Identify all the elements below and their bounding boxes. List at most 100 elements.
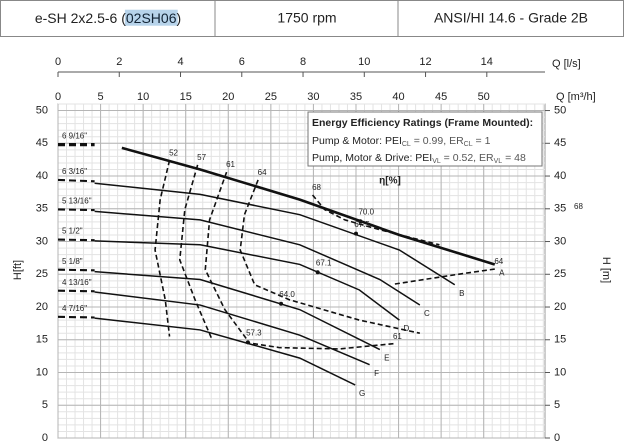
energy-text: = 1	[473, 135, 491, 147]
diameter-label: 5 1/8"	[62, 257, 83, 266]
y-tick-label: 45	[36, 137, 48, 149]
bep-label: 70.0	[358, 207, 374, 216]
bep-point	[358, 219, 363, 224]
shutoff-curve	[57, 178, 95, 183]
bep-point	[315, 270, 320, 275]
head-curve	[94, 240, 400, 321]
x-tick-label: 35	[350, 91, 362, 103]
head-curve	[94, 291, 370, 366]
x-tick-label: 10	[137, 91, 149, 103]
x-tick-label: 5	[98, 91, 104, 103]
efficiency-label: 68	[312, 183, 321, 192]
energy-text: Pump & Motor: PEI	[312, 135, 402, 147]
efficiency-label: 64	[494, 257, 503, 266]
bep-point	[353, 231, 358, 236]
y-tick-label: 30	[36, 235, 48, 247]
energy-box	[307, 111, 543, 167]
diameter-label: 6 9/16"	[62, 132, 87, 141]
efficiency-label: 61	[226, 160, 235, 169]
y2-tick-label: 45	[554, 137, 566, 149]
y-tick-label: 50	[36, 104, 48, 116]
diameter-label: 4 7/16"	[62, 304, 87, 313]
x2-tick-label: 2	[116, 56, 122, 68]
bep-label: 64.0	[279, 290, 295, 299]
efficiency-contour	[394, 268, 495, 285]
curve-letter: B	[459, 289, 464, 298]
y-tick-label: 25	[36, 268, 48, 280]
energy-line: Pump, Motor & Drive: PEIVL = 0.52, ERVL …	[312, 152, 526, 165]
diameter-label: 5 13/16"	[62, 197, 92, 206]
efficiency-contour	[154, 160, 171, 337]
y-tick-label: 35	[36, 203, 48, 215]
y2-tick-label: 35	[554, 203, 566, 215]
shutoff-curve	[57, 289, 95, 293]
bep-point	[245, 340, 250, 345]
x-tick-label: 30	[307, 91, 319, 103]
header-standard: ANSI/HI 14.6 - Grade 2B	[434, 10, 588, 26]
y-tick-label: 0	[42, 432, 48, 444]
shutoff-curve	[57, 208, 95, 212]
y-tick-label: 5	[42, 399, 48, 411]
shutoff-curve	[57, 268, 95, 272]
efficiency-label: 52	[169, 148, 178, 157]
y2-tick-label: 30	[554, 235, 566, 247]
y2-tick-label: 5	[554, 399, 560, 411]
x2-tick-label: 0	[55, 56, 61, 68]
efficiency-label: 57	[197, 153, 206, 162]
x2-tick-label: 8	[300, 56, 306, 68]
x-tick-label: 25	[265, 91, 277, 103]
bep-label: 67.5	[354, 220, 370, 229]
diameter-label: 4 13/16"	[62, 278, 92, 287]
x2-tick-label: 14	[481, 56, 493, 68]
model-text: e-SH 2x2.5-6 (	[35, 10, 126, 26]
x2-tick-label: 10	[358, 56, 370, 68]
subscript: CL	[464, 141, 473, 148]
diameter-label: 6 3/16"	[62, 167, 87, 176]
curve-letter: E	[384, 354, 389, 363]
diameter-label: 5 1/2"	[62, 227, 83, 236]
energy-text: = 0.99, ER	[411, 135, 464, 147]
curve-letter: G	[359, 389, 365, 398]
subscript: VL	[432, 158, 441, 165]
x2-tick-label: 12	[419, 56, 431, 68]
efficiency-label: 61	[393, 332, 402, 341]
y2-tick-label: 40	[554, 170, 566, 182]
bep-point	[279, 301, 284, 306]
head-curve	[94, 270, 381, 351]
shutoff-curve	[57, 238, 95, 242]
efficiency-contour	[204, 171, 251, 344]
head-curve	[94, 182, 456, 286]
header-model: e-SH 2x2.5-6 (02SH06)	[35, 10, 181, 26]
x-tick-label: 15	[180, 91, 192, 103]
energy-title: Energy Efficiency Ratings (Frame Mounted…	[312, 117, 533, 129]
efficiency-contour	[249, 342, 394, 350]
shutoff-curve	[57, 315, 95, 319]
x-tick-label: 40	[392, 91, 404, 103]
energy-text: Pump, Motor & Drive: PEI	[312, 152, 432, 164]
efficiency-title: η[%]	[379, 176, 401, 187]
model-highlight	[124, 9, 178, 26]
x2-tick-label: 6	[239, 56, 245, 68]
x-axis-title: Q [m³/h]	[556, 91, 596, 103]
subscript: CL	[402, 141, 411, 148]
x-tick-label: 20	[222, 91, 234, 103]
curve-letter: F	[374, 369, 379, 378]
x-tick-label: 45	[435, 91, 447, 103]
energy-text: = 0.52, ER	[441, 152, 494, 164]
y-axis-title: H[ft]	[12, 260, 24, 280]
y-tick-label: 40	[36, 170, 48, 182]
y2-tick-label: 25	[554, 268, 566, 280]
subscript: VL	[494, 158, 503, 165]
curve-letter: D	[404, 324, 410, 333]
y-tick-label: 20	[36, 301, 48, 313]
y-tick-label: 15	[36, 334, 48, 346]
header-frame	[0, 0, 624, 37]
efficiency-contour	[178, 164, 213, 341]
y2-tick-label: 0	[554, 432, 560, 444]
model-text: )	[176, 10, 181, 26]
right-note: 68	[574, 202, 583, 211]
curve-letter: C	[424, 309, 430, 318]
x-tick-label: 0	[55, 91, 61, 103]
head-curve	[94, 210, 421, 306]
